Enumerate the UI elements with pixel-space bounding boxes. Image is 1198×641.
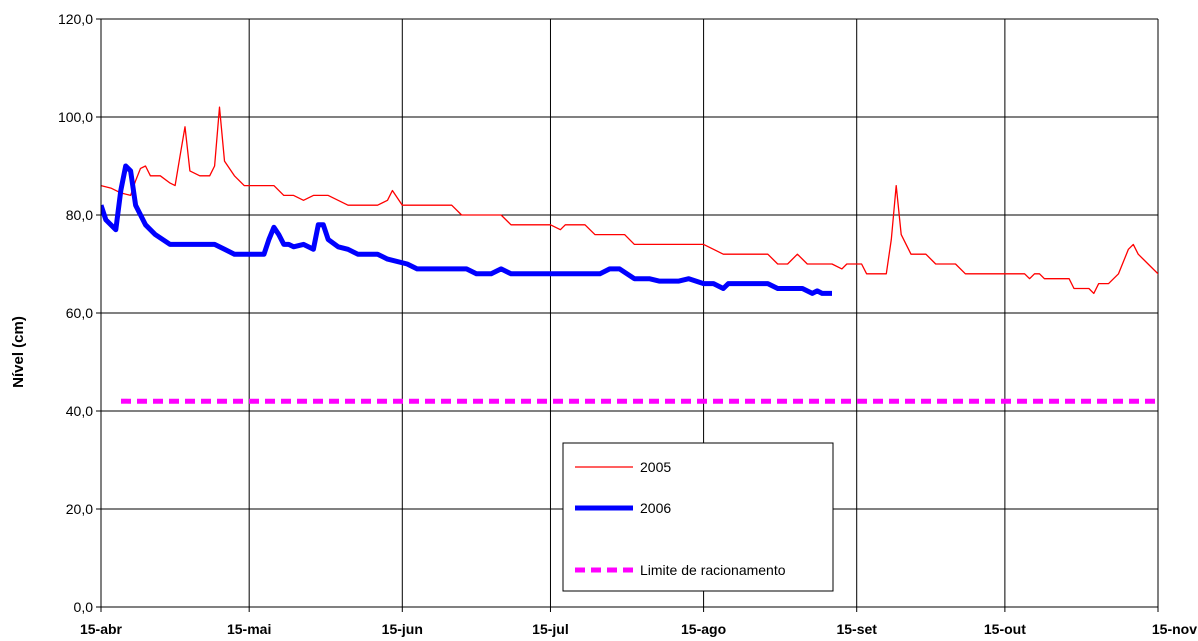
y-tick-label: 20,0 — [66, 501, 93, 517]
x-tick-label: 15-abr — [80, 621, 123, 637]
y-tick-label: 0,0 — [74, 599, 94, 615]
series-line-2006 — [101, 166, 832, 293]
legend-label-2005: 2005 — [640, 459, 671, 475]
y-axis-title: Nível (cm) — [10, 316, 27, 388]
x-tick-label: 15-mai — [227, 621, 271, 637]
legend: 2005 2006 Limite de racionamento — [563, 443, 833, 591]
series-line-2005 — [101, 107, 1198, 318]
y-tick-label: 120,0 — [58, 11, 93, 27]
series-lines — [101, 107, 1198, 401]
x-tick-label: 15-ago — [681, 621, 726, 637]
x-tick-label: 15-jun — [382, 621, 423, 637]
x-tick-label: 15-out — [984, 621, 1026, 637]
y-tick-label: 100,0 — [58, 109, 93, 125]
x-tick-label: 15-jul — [532, 621, 569, 637]
x-tick-label: 15-set — [836, 621, 877, 637]
y-tick-label: 80,0 — [66, 207, 93, 223]
legend-label-2006: 2006 — [640, 500, 671, 516]
legend-label-limite: Limite de racionamento — [640, 562, 786, 578]
x-tick-label: 15-nov — [1152, 621, 1197, 637]
y-tick-label: 60,0 — [66, 305, 93, 321]
y-tick-label: 40,0 — [66, 403, 93, 419]
